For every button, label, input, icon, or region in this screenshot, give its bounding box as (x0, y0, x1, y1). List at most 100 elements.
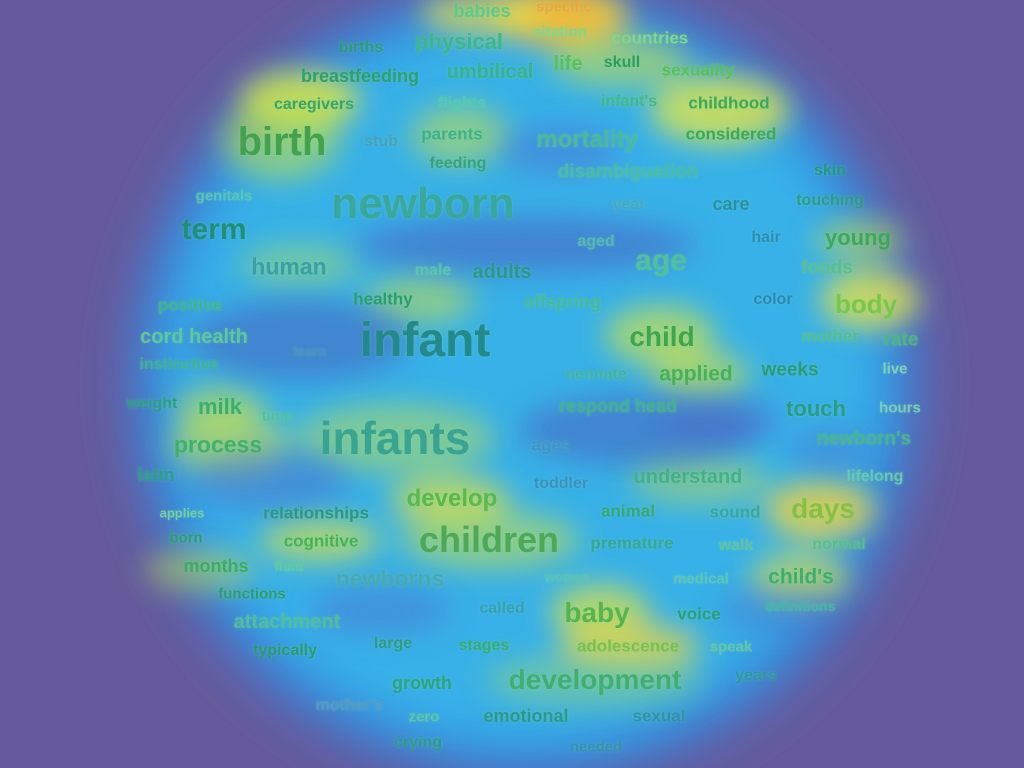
word-cloud-word: stub (364, 133, 398, 150)
word-cloud-word: countries (611, 28, 689, 48)
word-cloud-word: needed (569, 738, 623, 756)
word-cloud-word: considered (685, 124, 777, 144)
word-cloud-word: sound (709, 502, 761, 522)
heatmap-cold-gap (190, 300, 410, 380)
word-cloud-word: mortality (536, 126, 638, 153)
heatmap-hotspot (630, 455, 770, 505)
word-cloud-word: disambiguation (557, 161, 699, 183)
heatmap-hotspot (145, 548, 255, 592)
word-cloud-word: mother (801, 326, 859, 346)
heatmap-cold-gap (310, 585, 450, 635)
word-cloud-word: applies (159, 505, 205, 521)
word-cloud-word: cognitive (283, 531, 359, 551)
word-cloud-word: childhood (688, 93, 770, 113)
word-cloud-word: parents (421, 124, 483, 144)
word-cloud-word: life (553, 53, 583, 75)
word-cloud-word: process (173, 431, 263, 458)
word-cloud-word: days (791, 493, 855, 524)
word-cloud-word: months (183, 556, 249, 576)
word-cloud-word: relationships (263, 503, 369, 523)
word-cloud-word: years (735, 667, 777, 684)
word-cloud-word: stages (458, 637, 510, 654)
word-cloud-word: rate (883, 329, 919, 351)
heatmap-hotspots (145, 0, 920, 708)
word-cloud-word: fluid (274, 558, 304, 574)
word-cloud-word: crying (393, 734, 443, 751)
word-cloud-word: speak (709, 638, 753, 656)
word-cloud-word: human (251, 253, 327, 280)
word-cloud-word: instinctive (139, 356, 219, 373)
heatmap-cold-gap (355, 217, 695, 273)
word-cloud-word: called (479, 600, 525, 617)
word-cloud-word: skull (603, 54, 641, 71)
word-cloud-word: normal (812, 536, 866, 553)
heatmap-hotspot (650, 350, 750, 400)
word-cloud-word: foods (801, 257, 853, 279)
word-cloud-word: applied (659, 362, 733, 386)
word-cloud-word: newborn's (816, 428, 912, 450)
word-cloud-word: specific (536, 0, 592, 16)
word-cloud-word: umbilical (446, 61, 534, 83)
word-cloud-word: respond head (558, 396, 678, 416)
heatmap-hotspot (365, 275, 475, 325)
word-cloud-word: latin (137, 465, 175, 485)
word-cloud-word: walk (718, 537, 754, 554)
word-cloud-word: typically (252, 642, 318, 659)
heatmap-cold-gap (790, 425, 870, 475)
word-cloud-word: touching (796, 192, 864, 209)
word-cloud-word: newborns (335, 565, 445, 592)
word-cloud-word: mother's (315, 697, 383, 714)
word-cloud-word: child's (768, 565, 834, 589)
word-cloud-word: infants (319, 412, 471, 464)
word-cloud-word: color (753, 291, 793, 308)
word-cloud-word: toddler (533, 475, 589, 492)
word-cloud-word: infant (359, 314, 491, 367)
word-cloud-word: growth (392, 673, 452, 693)
word-cloud-word: offspring (523, 292, 601, 312)
word-cloud-word: ages (531, 435, 571, 455)
word-cloud-word: neonate (565, 366, 627, 383)
word-cloud-word: cord health (140, 326, 248, 348)
word-cloud-word: weight (126, 395, 178, 412)
word-cloud-word: young (825, 225, 891, 250)
word-cloud-word: child (629, 321, 695, 352)
heatmap-hotspot (765, 480, 875, 540)
heatmap-hotspot (820, 270, 920, 330)
heatmap-hotspot (605, 305, 715, 365)
heatmap-cold-gap (660, 395, 780, 445)
word-cloud-word: milk (197, 394, 243, 419)
word-cloud-word: functions (218, 585, 286, 603)
word-cloud-word: voice (677, 604, 721, 624)
word-cloud-word: baby (564, 597, 630, 628)
word-cloud-word: zero (408, 708, 440, 726)
word-cloud-word: time (261, 407, 293, 425)
word-cloud-word: skin (813, 162, 847, 179)
word-cloud-word: feeding (429, 155, 487, 172)
heatmap-cold-gap (190, 450, 350, 510)
heatmap-hotspot (400, 510, 580, 570)
heatmap-hotspot (815, 218, 905, 262)
heatmap-cold-gap (500, 125, 620, 175)
heatmap-hotspot (550, 37, 690, 87)
word-cloud-word: emotional (483, 706, 569, 726)
word-cloud-word: babies (453, 1, 511, 21)
word-cloud-word: term (181, 213, 247, 246)
word-cloud-word: citation (533, 23, 587, 41)
word-cloud-word: infant's (600, 93, 658, 110)
heatmap-hotspot (410, 105, 510, 165)
word-cloud-word: year (612, 196, 646, 213)
word-cloud-word: age (635, 244, 687, 277)
word-cloud-word: weeks (761, 359, 819, 381)
word-cloud-word: hours (879, 399, 921, 417)
word-cloud-word: large (373, 635, 413, 652)
word-cloud-word: breastfeeding (300, 66, 420, 86)
word-cloud-word: body (834, 289, 898, 319)
word-cloud-word: sexuality (661, 60, 735, 80)
word-cloud-word: male (414, 262, 452, 279)
word-cloud-word: women (544, 569, 590, 585)
word-cloud-word: caregivers (273, 96, 355, 113)
word-cloud-word: children (418, 519, 560, 560)
